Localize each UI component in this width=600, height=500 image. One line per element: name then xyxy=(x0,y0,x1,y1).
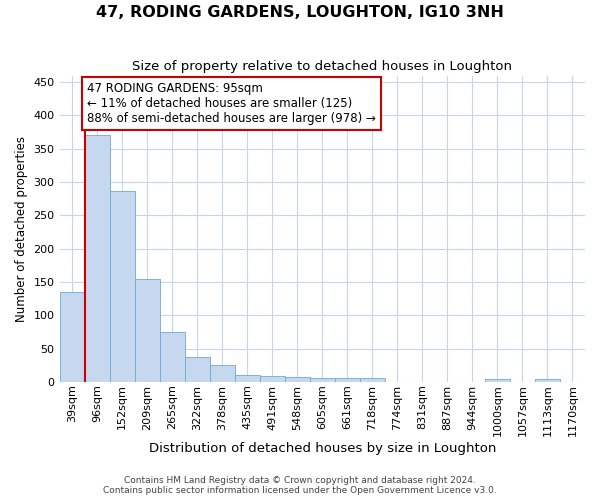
Bar xyxy=(185,357,209,382)
Bar xyxy=(85,136,110,382)
Bar xyxy=(235,375,260,382)
Text: 47 RODING GARDENS: 95sqm
← 11% of detached houses are smaller (125)
88% of semi-: 47 RODING GARDENS: 95sqm ← 11% of detach… xyxy=(87,82,376,125)
Y-axis label: Number of detached properties: Number of detached properties xyxy=(15,136,28,322)
Text: 47, RODING GARDENS, LOUGHTON, IG10 3NH: 47, RODING GARDENS, LOUGHTON, IG10 3NH xyxy=(96,5,504,20)
Text: Contains HM Land Registry data © Crown copyright and database right 2024.
Contai: Contains HM Land Registry data © Crown c… xyxy=(103,476,497,495)
Bar xyxy=(59,292,85,382)
Bar xyxy=(285,377,310,382)
Bar xyxy=(535,379,560,382)
Bar xyxy=(160,332,185,382)
Bar xyxy=(485,379,510,382)
Bar xyxy=(209,365,235,382)
Bar xyxy=(260,376,285,382)
Bar xyxy=(134,278,160,382)
Bar xyxy=(310,378,335,382)
X-axis label: Distribution of detached houses by size in Loughton: Distribution of detached houses by size … xyxy=(149,442,496,455)
Title: Size of property relative to detached houses in Loughton: Size of property relative to detached ho… xyxy=(132,60,512,73)
Bar xyxy=(110,190,134,382)
Bar xyxy=(360,378,385,382)
Bar xyxy=(335,378,360,382)
